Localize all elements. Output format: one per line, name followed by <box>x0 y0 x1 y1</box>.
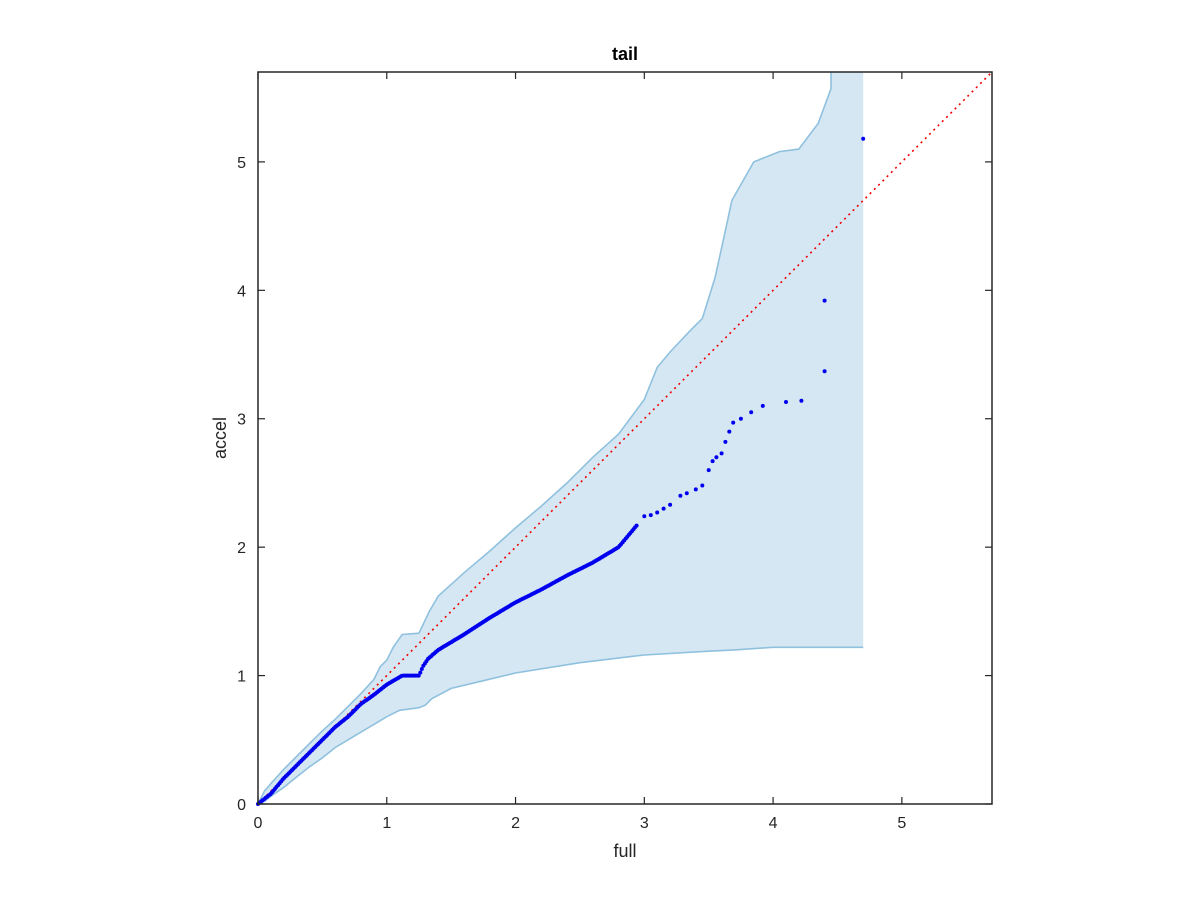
data-point <box>648 513 653 518</box>
data-point <box>784 400 788 404</box>
data-point <box>723 439 728 444</box>
y-tick-label: 1 <box>237 669 246 686</box>
y-tick-label: 3 <box>237 412 246 429</box>
data-point <box>738 416 743 421</box>
y-axis-label: accel <box>210 417 230 459</box>
data-point <box>655 510 660 515</box>
data-point <box>822 298 827 303</box>
data-point <box>706 468 711 473</box>
data-point <box>678 493 683 498</box>
data-point <box>693 487 698 492</box>
data-point <box>727 429 732 434</box>
data-point <box>799 398 804 403</box>
y-tick-label: 2 <box>237 540 246 557</box>
y-tick-label: 4 <box>237 283 246 300</box>
data-point <box>661 506 666 511</box>
x-tick-label: 3 <box>640 815 649 832</box>
x-tick-label: 1 <box>382 815 391 832</box>
x-tick-label: 5 <box>897 815 906 832</box>
data-point <box>418 670 423 675</box>
data-point <box>719 451 724 456</box>
data-point <box>861 136 866 141</box>
data-point <box>822 369 827 374</box>
axis-ticks-layer: 0 1 2 3 4 5 0 1 2 3 4 5 <box>237 72 992 832</box>
x-tick-label: 4 <box>769 815 778 832</box>
data-point <box>642 514 647 519</box>
data-point <box>634 523 639 528</box>
data-point <box>684 491 689 496</box>
confidence-band-layer <box>257 72 864 805</box>
data-point <box>668 502 673 507</box>
data-point <box>419 667 424 671</box>
chart-title: tail <box>612 44 638 64</box>
band-lower-edge <box>257 646 864 805</box>
y-tick-label: 0 <box>237 797 246 814</box>
data-point <box>749 410 754 415</box>
data-point <box>714 455 719 460</box>
plot-area-frame <box>257 71 993 805</box>
x-tick-label: 0 <box>254 815 263 832</box>
x-axis-label: full <box>613 841 636 861</box>
data-point <box>416 673 421 678</box>
scatter-points-layer <box>256 136 866 806</box>
y-tick-label: 5 <box>237 155 246 172</box>
data-point <box>710 459 715 464</box>
data-point <box>760 403 765 408</box>
confidence-band <box>258 72 864 804</box>
data-point <box>731 420 736 425</box>
x-tick-label: 2 <box>511 815 520 832</box>
data-point <box>700 483 705 488</box>
band-upper-edge <box>257 72 832 805</box>
